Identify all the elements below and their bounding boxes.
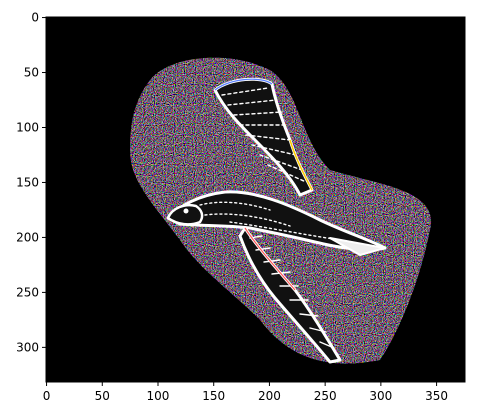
x-tick-label: 0 [43, 389, 51, 403]
x-axis: 0 50 100 150 200 250 300 350 [43, 382, 448, 403]
y-tick-label: 50 [24, 66, 39, 80]
x-tick-label: 100 [147, 389, 170, 403]
y-tick-label: 100 [16, 120, 39, 134]
y-tick-label: 300 [16, 340, 39, 354]
x-tick-label: 50 [95, 389, 110, 403]
image-area [46, 17, 465, 382]
y-tick-label: 150 [16, 175, 39, 189]
x-tick-label: 350 [425, 389, 448, 403]
x-tick-label: 250 [314, 389, 337, 403]
y-tick-label: 200 [16, 230, 39, 244]
x-tick-label: 200 [258, 389, 281, 403]
y-tick-label: 250 [16, 285, 39, 299]
x-tick-label: 150 [202, 389, 225, 403]
bird-figure [166, 77, 387, 364]
x-tick-label: 300 [369, 389, 392, 403]
y-tick-label: 0 [31, 11, 39, 25]
y-axis: 0 50 100 150 200 250 300 [16, 11, 46, 354]
axes-frame [45, 16, 466, 383]
